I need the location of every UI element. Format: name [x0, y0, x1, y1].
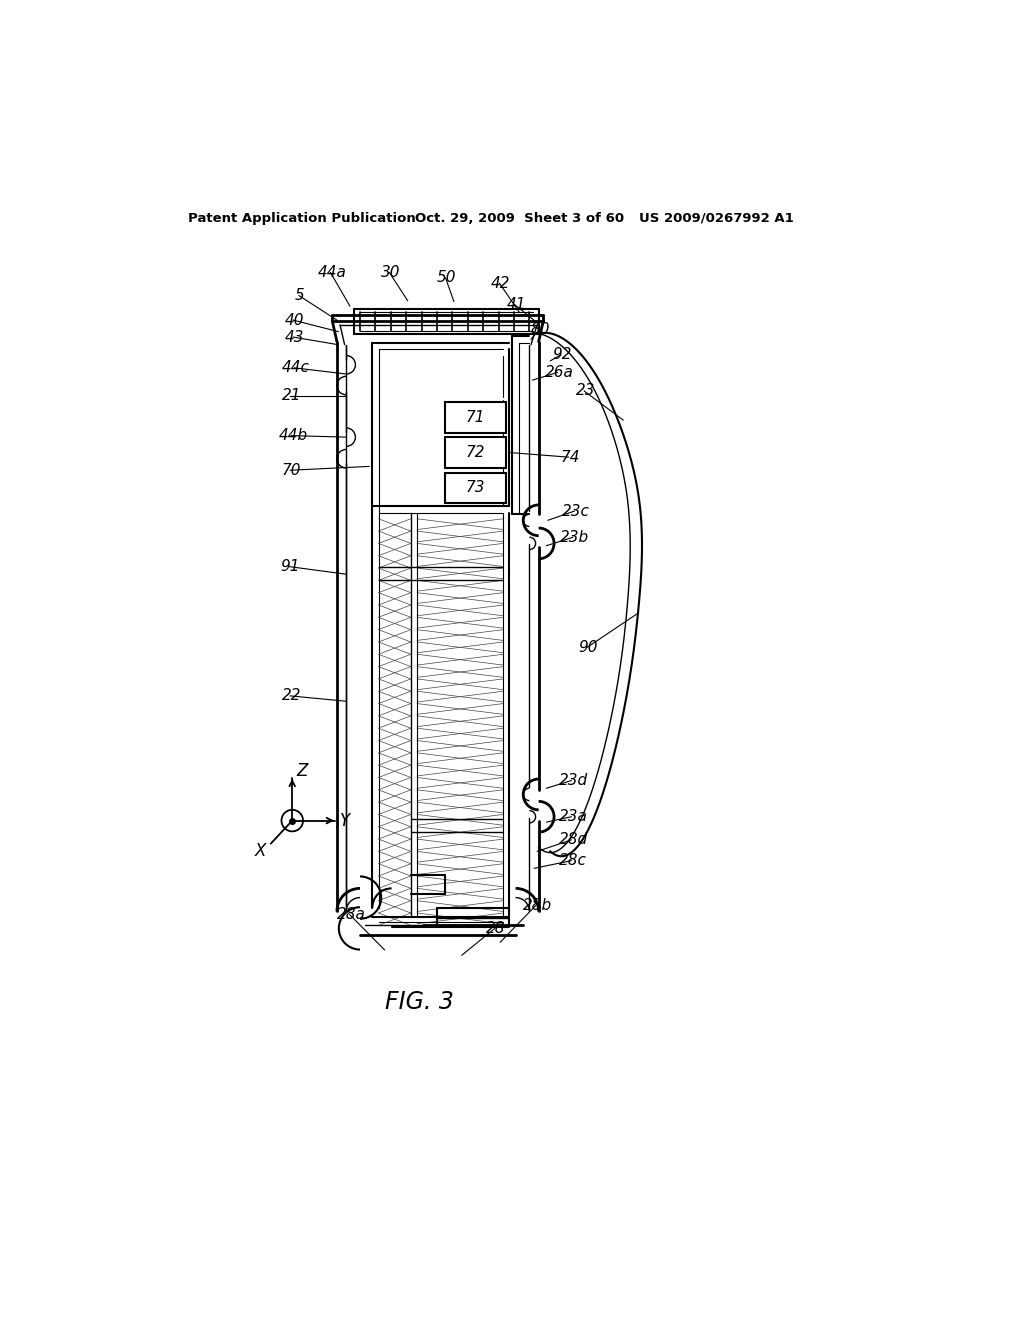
Bar	[444, 437, 506, 469]
Text: Y: Y	[340, 812, 350, 829]
Text: 44b: 44b	[279, 428, 307, 444]
Text: 73: 73	[466, 480, 485, 495]
Text: FIG. 3: FIG. 3	[385, 990, 454, 1014]
Text: 23a: 23a	[559, 809, 588, 824]
Text: Patent Application Publication: Patent Application Publication	[188, 213, 416, 224]
Text: US 2009/0267992 A1: US 2009/0267992 A1	[639, 213, 794, 224]
Text: 22: 22	[282, 688, 301, 704]
Text: 90: 90	[579, 640, 598, 655]
Text: 30: 30	[381, 265, 400, 280]
Text: 80: 80	[531, 322, 551, 337]
Bar	[444, 401, 506, 433]
Text: 92: 92	[553, 347, 572, 362]
Text: 23d: 23d	[559, 774, 588, 788]
Text: 50: 50	[437, 271, 457, 285]
Text: 28b: 28b	[523, 898, 552, 913]
Text: 40: 40	[285, 313, 304, 327]
Text: Oct. 29, 2009  Sheet 3 of 60: Oct. 29, 2009 Sheet 3 of 60	[416, 213, 625, 224]
Text: 42: 42	[490, 276, 510, 290]
Text: 44c: 44c	[282, 360, 309, 375]
Text: 28a: 28a	[337, 907, 366, 923]
Bar	[444, 473, 506, 503]
Text: 28: 28	[486, 921, 506, 936]
Text: 5: 5	[295, 288, 304, 304]
Text: 71: 71	[466, 409, 485, 425]
Text: 21: 21	[282, 388, 301, 403]
Text: 44a: 44a	[317, 265, 346, 280]
Text: 23c: 23c	[562, 503, 590, 519]
Text: 74: 74	[560, 450, 580, 465]
Text: 23b: 23b	[560, 529, 590, 545]
Text: 43: 43	[285, 330, 304, 345]
Text: Z: Z	[296, 762, 307, 780]
Text: 28d: 28d	[559, 833, 588, 847]
Text: 28c: 28c	[559, 853, 587, 869]
Text: 26a: 26a	[545, 364, 573, 380]
Text: 91: 91	[280, 558, 299, 574]
Text: 41: 41	[506, 297, 525, 313]
Text: 23: 23	[575, 383, 595, 399]
Text: 70: 70	[282, 463, 301, 478]
Text: 72: 72	[466, 445, 485, 461]
Text: X: X	[254, 842, 265, 861]
